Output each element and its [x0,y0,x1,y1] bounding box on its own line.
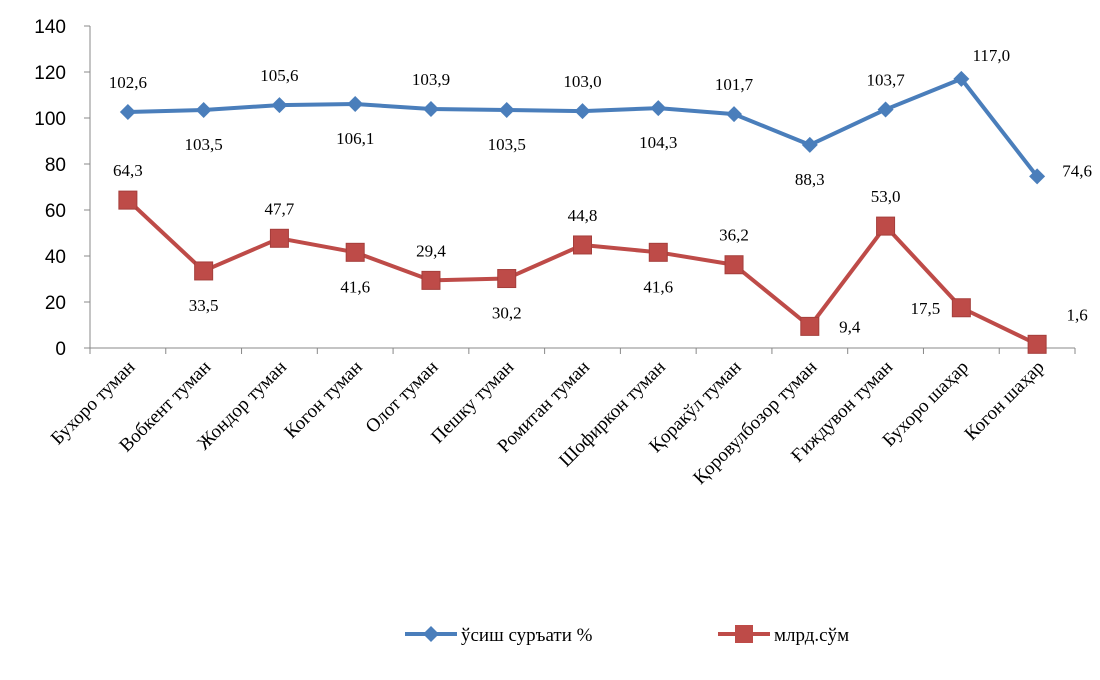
data-label: 106,1 [336,129,374,148]
data-point-square [194,261,214,281]
data-point-square [648,242,668,262]
data-label: 44,8 [568,206,598,225]
data-point-diamond [271,97,288,114]
y-tick-label: 100 [34,109,66,130]
data-point-square [345,242,365,262]
data-label: 103,5 [488,135,526,154]
data-label: 103,9 [412,70,450,89]
legend-marker-diamond [423,626,439,642]
data-label: 36,2 [719,226,749,245]
data-label: 29,4 [416,241,446,260]
data-point-diamond [347,95,364,112]
legend-label-1: ўсиш суръати % [461,625,593,646]
data-label: 74,6 [1062,161,1092,180]
data-point-diamond [726,106,743,123]
y-tick-label: 120 [34,63,66,84]
data-point-square [573,235,592,255]
data-point-diamond [953,70,970,87]
data-label: 64,3 [113,161,143,180]
data-point-square [951,298,971,318]
data-label: 1,6 [1066,305,1087,324]
data-label: 103,7 [866,70,905,89]
y-tick-label: 40 [45,247,66,268]
x-tick-label: Олот туман [362,357,443,438]
data-label: 105,6 [260,66,298,85]
data-label: 47,7 [265,199,295,218]
legend-marker-square [735,625,753,643]
data-point-square [876,216,896,236]
data-point-square [269,228,289,248]
x-tick-label: Когон туман [281,357,367,443]
y-tick-label: 0 [55,339,66,360]
data-label: 101,7 [715,75,754,94]
legend-label-2: млрд.сўм [774,625,849,646]
data-label: 102,6 [109,73,147,92]
data-label: 9,4 [839,317,861,336]
data-label: 103,0 [563,72,601,91]
data-point-square [1027,334,1047,354]
data-point-square [800,316,820,336]
x-tick-label: Когон шаҳар [961,357,1049,445]
data-point-diamond [801,136,818,153]
data-point-diamond [650,100,667,117]
data-point-square [118,190,138,210]
data-label: 53,0 [871,187,901,206]
data-label: 103,5 [185,135,223,154]
data-label: 117,0 [973,46,1011,65]
data-label: 41,6 [643,277,673,296]
data-label: 104,3 [639,133,677,152]
data-label: 41,6 [340,277,370,296]
data-point-diamond [1029,168,1046,185]
data-point-square [497,269,517,289]
data-label: 88,3 [795,170,825,189]
data-point-square [724,255,744,275]
series-line-1 [127,76,1039,178]
data-label: 33,5 [189,296,219,315]
data-label: 17,5 [910,299,940,318]
y-tick-label: 80 [45,155,66,176]
y-tick-label: 20 [45,293,66,314]
data-point-square [421,270,441,290]
data-point-diamond [574,103,591,120]
data-point-diamond [119,104,136,121]
x-tick-label: Қоровулбозор туман [689,357,821,489]
data-point-diamond [422,101,439,118]
data-label: 30,2 [492,304,522,323]
data-point-diamond [195,101,212,118]
data-point-diamond [498,101,515,118]
data-point-diamond [877,101,894,118]
y-tick-label: 140 [34,17,66,38]
y-tick-label: 60 [45,201,66,222]
